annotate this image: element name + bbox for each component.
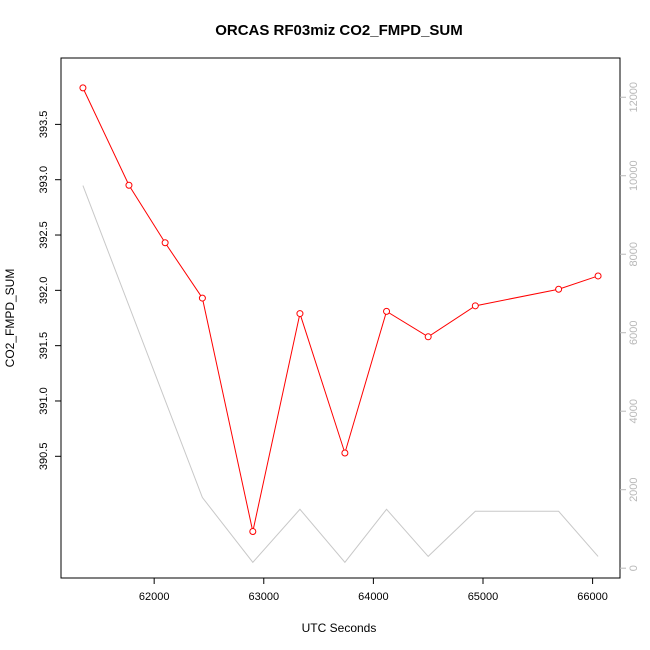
secondary-series-line xyxy=(82,185,599,564)
x-tick-label: 64000 xyxy=(358,591,389,603)
x-axis: 62000 63000 64000 65000 66000 xyxy=(139,578,608,603)
x-tick-label: 66000 xyxy=(577,591,608,603)
y-axis-title: CO2_FMPD_SUM xyxy=(3,269,17,368)
x-tick-label: 65000 xyxy=(468,591,499,603)
y-tick-label: 392.5 xyxy=(38,221,50,249)
y-tick-label: 391.0 xyxy=(38,387,50,415)
data-point xyxy=(79,84,87,92)
primary-series-layer xyxy=(79,84,602,536)
data-point xyxy=(341,449,349,457)
data-point xyxy=(471,302,479,310)
y2-tick-label: 2000 xyxy=(628,477,640,501)
data-point xyxy=(594,272,602,280)
data-point xyxy=(555,285,563,293)
y2-tick-label: 8000 xyxy=(628,242,640,266)
chart-title: ORCAS RF03miz CO2_FMPD_SUM xyxy=(215,22,463,39)
y2-tick-label: 6000 xyxy=(628,320,640,344)
data-point xyxy=(296,310,304,318)
secondary-series-layer xyxy=(82,185,599,564)
y2-tick-label: 10000 xyxy=(628,160,640,191)
data-point xyxy=(249,528,257,536)
y-tick-label: 393.5 xyxy=(38,111,50,139)
y2-tick-label: 0 xyxy=(628,565,640,571)
y-tick-label: 391.5 xyxy=(38,332,50,360)
y-axis-right: 0 2000 4000 6000 8000 10000 12000 xyxy=(620,82,640,571)
x-tick-label: 62000 xyxy=(139,591,170,603)
y2-tick-label: 12000 xyxy=(628,82,640,113)
data-point xyxy=(424,333,432,341)
y-tick-label: 393.0 xyxy=(38,166,50,194)
data-point xyxy=(383,307,391,315)
primary-series-line xyxy=(82,87,599,532)
data-point xyxy=(161,239,169,247)
x-tick-label: 63000 xyxy=(248,591,279,603)
y2-tick-label: 4000 xyxy=(628,399,640,423)
plot-frame xyxy=(60,57,621,579)
y-tick-label: 392.0 xyxy=(38,277,50,305)
y-tick-label: 390.5 xyxy=(38,443,50,471)
x-axis-title: UTC Seconds xyxy=(302,621,377,635)
data-point xyxy=(198,294,206,302)
y-axis-left: 390.5 391.0 391.5 392.0 392.5 393.0 393.5 xyxy=(38,111,61,470)
data-point xyxy=(125,181,133,189)
